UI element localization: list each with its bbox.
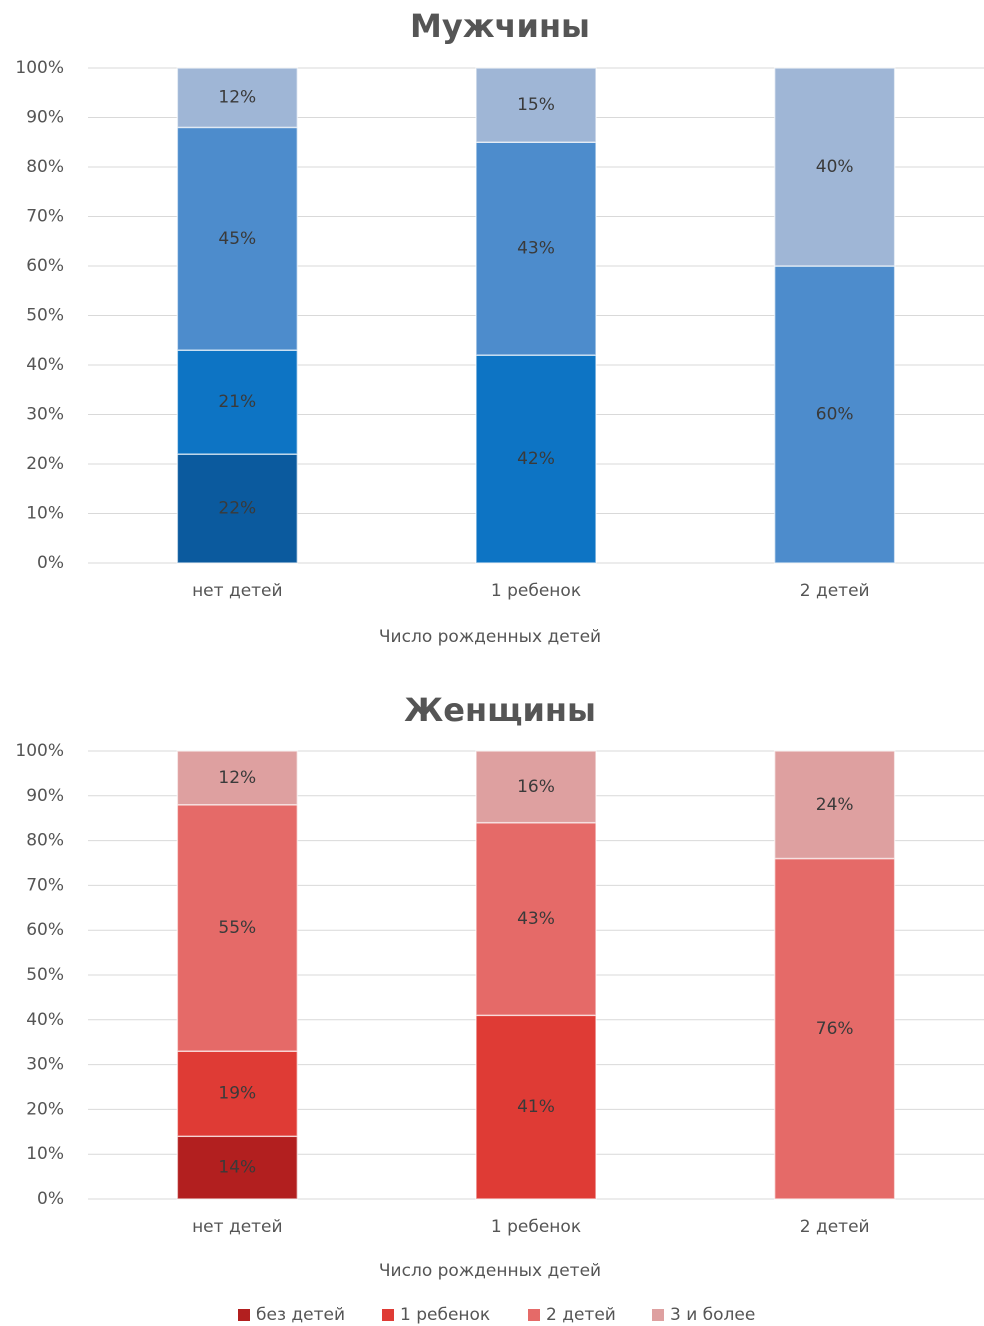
value-label: 21% (218, 392, 256, 412)
bar-segment (773, 67, 896, 267)
legend-swatch (382, 1309, 394, 1321)
value-label: 60% (816, 405, 854, 425)
value-label: 42% (517, 449, 555, 469)
legend-label: без детей (256, 1305, 345, 1325)
legend-swatch (528, 1309, 540, 1321)
bar-segment (176, 750, 299, 806)
bar-segment (475, 354, 597, 564)
y-tick-label: 10% (26, 504, 64, 524)
x-tick-label: 2 детей (800, 581, 870, 601)
value-label: 55% (218, 918, 256, 938)
value-label: 12% (218, 88, 256, 108)
value-label: 43% (517, 909, 555, 929)
value-label: 22% (218, 499, 256, 519)
y-tick-label: 70% (26, 207, 64, 227)
legend-label: 2 детей (546, 1305, 616, 1325)
bar-segment (773, 750, 896, 860)
y-tick-label: 80% (26, 831, 64, 851)
bar-segment (176, 804, 299, 1052)
y-tick-label: 30% (26, 1055, 64, 1075)
value-label: 15% (517, 95, 555, 115)
value-label: 19% (218, 1084, 256, 1104)
legend-swatch (238, 1309, 250, 1321)
chart-title: Женщины (404, 691, 596, 729)
legend-label: 1 ребенок (400, 1305, 490, 1325)
value-label: 41% (517, 1097, 555, 1117)
x-tick-label: 1 ребенок (491, 581, 581, 601)
value-label: 16% (517, 777, 555, 797)
bar-segment (176, 67, 299, 129)
value-label: 24% (816, 795, 854, 815)
bar-segment (475, 750, 597, 824)
x-tick-label: 1 ребенок (491, 1217, 581, 1237)
value-label: 40% (816, 157, 854, 177)
bar-segment (176, 349, 299, 455)
bar-segment (176, 453, 299, 564)
y-tick-label: 60% (26, 920, 64, 940)
value-label: 45% (218, 229, 256, 249)
value-label: 12% (218, 768, 256, 788)
bar-segment (176, 1050, 299, 1138)
bar-segment (176, 126, 299, 351)
value-label: 14% (218, 1158, 256, 1178)
legend-swatch (652, 1309, 664, 1321)
y-tick-label: 90% (26, 786, 64, 806)
y-tick-label: 10% (26, 1144, 64, 1164)
y-tick-label: 60% (26, 256, 64, 276)
y-tick-label: 20% (26, 1099, 64, 1119)
bar-segment (475, 1014, 597, 1200)
y-tick-label: 70% (26, 875, 64, 895)
x-tick-label: нет детей (192, 581, 283, 601)
value-label: 43% (517, 239, 555, 259)
y-tick-label: 0% (37, 1189, 64, 1209)
value-label: 76% (816, 1019, 854, 1039)
x-tick-label: нет детей (192, 1217, 283, 1237)
bar-segment (773, 857, 896, 1200)
x-axis-title: Число рожденных детей (379, 627, 601, 647)
y-tick-label: 50% (26, 306, 64, 326)
y-tick-label: 90% (26, 108, 64, 128)
x-tick-label: 2 детей (800, 1217, 870, 1237)
y-tick-label: 20% (26, 454, 64, 474)
y-tick-label: 100% (15, 58, 64, 78)
bar-segment (475, 67, 597, 143)
legend-label: 3 и более (670, 1305, 755, 1325)
x-axis-title: Число рожденных детей (379, 1261, 601, 1281)
bar-segment (475, 821, 597, 1017)
y-tick-label: 40% (26, 1010, 64, 1030)
y-tick-label: 100% (15, 741, 64, 761)
bar-segment (773, 265, 896, 564)
y-tick-label: 30% (26, 405, 64, 425)
y-tick-label: 0% (37, 553, 64, 573)
y-tick-label: 40% (26, 355, 64, 375)
chart-title: Мужчины (410, 7, 590, 45)
y-tick-label: 50% (26, 965, 64, 985)
y-tick-label: 80% (26, 157, 64, 177)
